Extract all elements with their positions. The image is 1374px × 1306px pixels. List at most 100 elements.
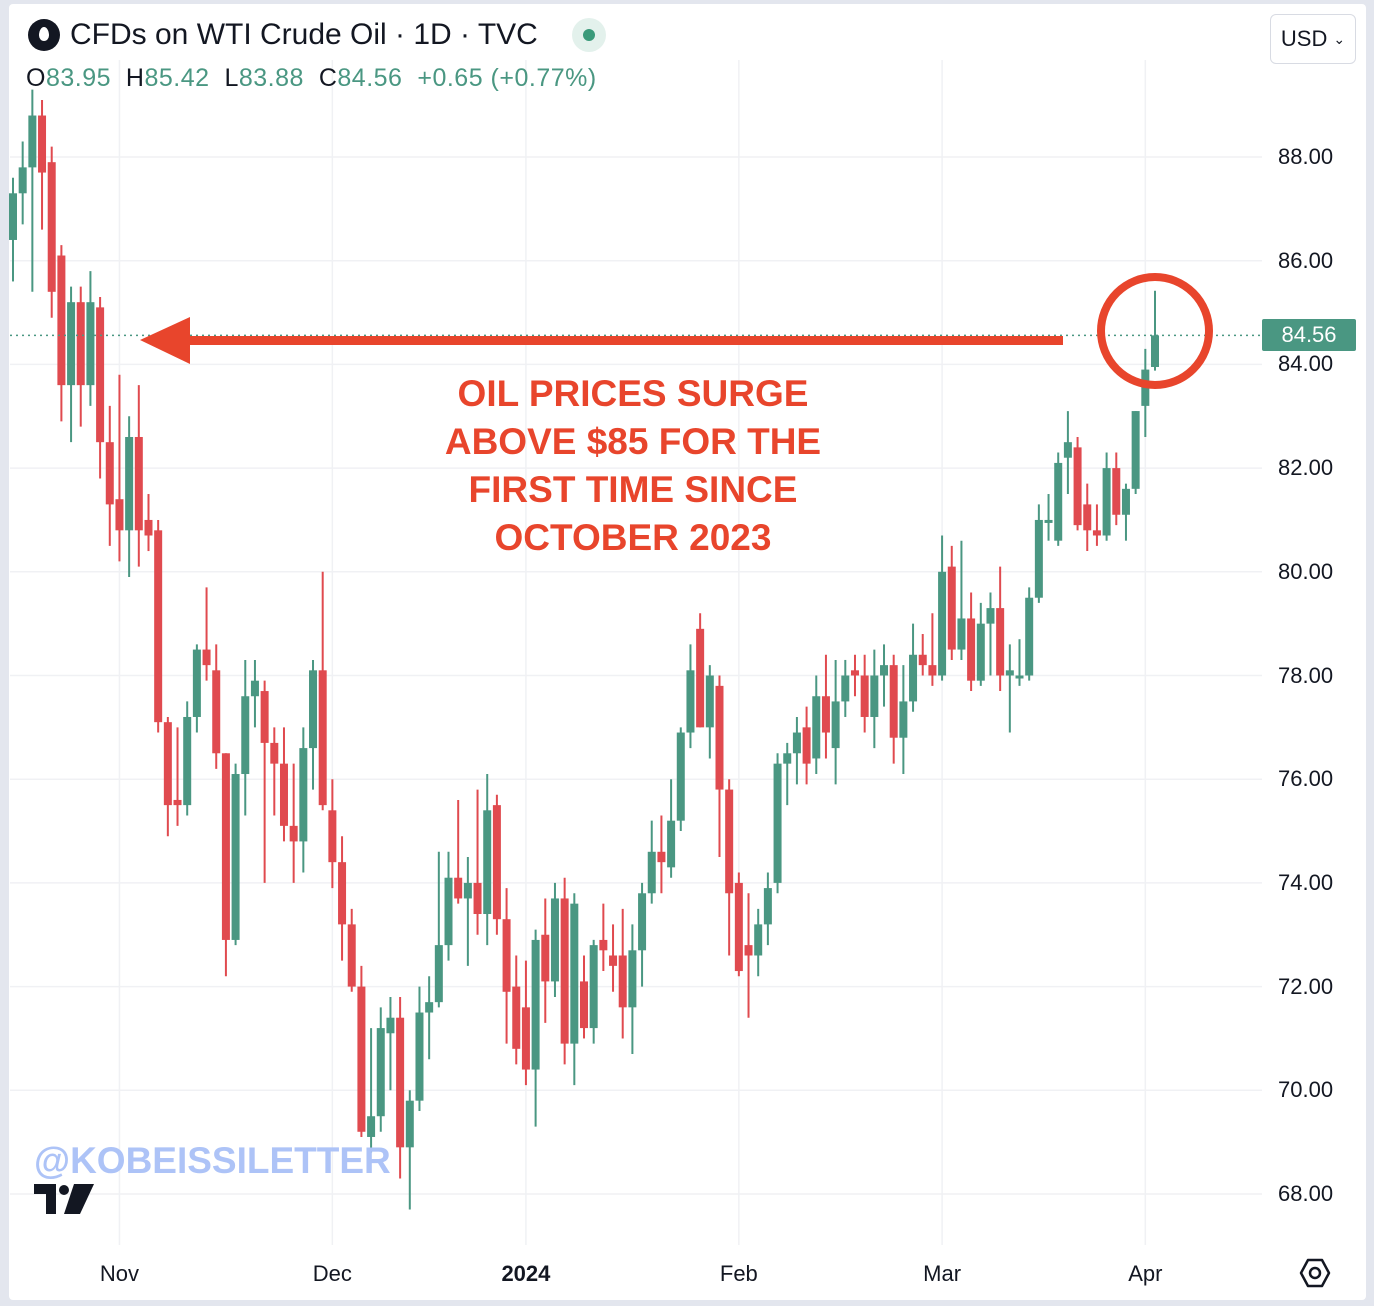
candle-body xyxy=(618,955,627,1008)
candle-body xyxy=(870,675,879,717)
symbol-title[interactable]: CFDs on WTI Crude Oil · 1D · TVC xyxy=(70,18,538,51)
candle-body xyxy=(1083,504,1092,531)
candle-up xyxy=(67,286,76,443)
y-tick-label: 86.00 xyxy=(1278,247,1334,273)
candle-up xyxy=(483,774,492,946)
annotation-text: OIL PRICES SURGE ABOVE $85 FOR THE FIRST… xyxy=(400,370,866,562)
candle-body xyxy=(783,753,792,764)
candle-down xyxy=(928,613,937,686)
candle-body xyxy=(415,1012,424,1101)
candle-down xyxy=(521,960,530,1086)
candle-up xyxy=(241,659,250,816)
candle-body xyxy=(705,675,714,728)
candle-body xyxy=(9,193,17,240)
chart-title: CFDs on WTI Crude Oil · 1D · TVC xyxy=(28,18,606,52)
candle-down xyxy=(734,872,743,977)
candle-body xyxy=(376,1028,385,1117)
candle-up xyxy=(1102,452,1111,541)
candle-up xyxy=(676,727,685,832)
candle-up xyxy=(1015,639,1024,686)
candle-down xyxy=(996,566,1005,692)
candle-body xyxy=(212,670,221,754)
candle-up xyxy=(1005,644,1014,733)
chevron-down-icon: ⌄ xyxy=(1333,30,1346,47)
candle-up xyxy=(1025,587,1034,681)
candle-body xyxy=(231,774,240,940)
candle-body xyxy=(657,851,666,863)
market-status-icon[interactable] xyxy=(571,18,606,52)
candle-up xyxy=(386,996,395,1091)
candle-body xyxy=(676,732,685,821)
candle-body xyxy=(841,675,850,702)
candle-down xyxy=(454,799,463,904)
candle-body xyxy=(115,499,124,531)
candle-down xyxy=(260,680,269,883)
candle-body xyxy=(996,608,1005,676)
candle-up xyxy=(376,1007,385,1132)
candle-body xyxy=(947,566,956,650)
candle-up xyxy=(812,675,821,775)
candle-down xyxy=(347,908,356,992)
candle-down xyxy=(1112,452,1121,526)
watermark: @KOBEISSILETTER xyxy=(34,1140,391,1181)
candle-down xyxy=(221,753,230,977)
candle-body xyxy=(492,805,501,920)
candle-body xyxy=(444,877,453,946)
settings-gear-icon[interactable] xyxy=(1299,1257,1331,1289)
candle-body xyxy=(1063,442,1072,458)
candle-body xyxy=(715,685,724,790)
candle-body xyxy=(744,945,753,956)
x-tick-label: Apr xyxy=(1128,1261,1163,1286)
candle-down xyxy=(1092,504,1101,546)
candle-body xyxy=(425,1002,434,1013)
highlight-circle xyxy=(1097,273,1213,389)
candle-body xyxy=(1054,462,1063,541)
candle-body xyxy=(463,882,472,899)
candle-up xyxy=(686,644,695,749)
candle-up xyxy=(1034,504,1043,603)
candle-body xyxy=(609,955,618,966)
candle-body xyxy=(986,608,995,624)
candle-down xyxy=(512,955,521,1065)
candle-up xyxy=(183,701,192,816)
candle-up xyxy=(938,535,947,681)
arrow-shaft xyxy=(185,336,1063,345)
candle-body xyxy=(531,939,540,1070)
candle-body xyxy=(183,716,192,806)
candle-body xyxy=(396,1017,405,1148)
x-tick-label: Dec xyxy=(312,1261,352,1286)
candle-body xyxy=(28,115,37,168)
candle-body xyxy=(899,701,908,738)
candle-body xyxy=(289,825,298,842)
candle-down xyxy=(918,634,927,676)
candle-body xyxy=(1112,468,1121,515)
candle-body xyxy=(405,1100,414,1148)
candle-down xyxy=(860,654,869,733)
y-tick-label: 84.00 xyxy=(1278,351,1334,377)
candle-body xyxy=(125,436,134,531)
open-label: O xyxy=(26,64,46,92)
candle-up xyxy=(550,882,559,997)
candle-down xyxy=(541,898,550,1023)
candle-up xyxy=(773,753,782,894)
candle-body xyxy=(434,945,443,1003)
annotation-line: FIRST TIME SINCE xyxy=(468,469,798,510)
candle-body xyxy=(957,618,966,650)
y-tick-label: 70.00 xyxy=(1278,1077,1334,1103)
candle-body xyxy=(976,623,985,681)
candle-body xyxy=(328,810,337,863)
candle-up xyxy=(667,779,676,878)
close-value: 84.56 xyxy=(337,64,403,92)
candle-body xyxy=(734,882,743,972)
candle-body xyxy=(260,691,269,743)
candle-up xyxy=(1131,411,1140,495)
candle-down xyxy=(76,286,85,427)
candle-up xyxy=(976,602,985,686)
candle-up xyxy=(192,644,201,733)
candle-down xyxy=(318,571,327,811)
currency-select[interactable]: USD ⌄ xyxy=(1270,14,1356,64)
candle-body xyxy=(1131,411,1140,489)
candle-up xyxy=(792,716,801,785)
candle-body xyxy=(686,670,695,733)
